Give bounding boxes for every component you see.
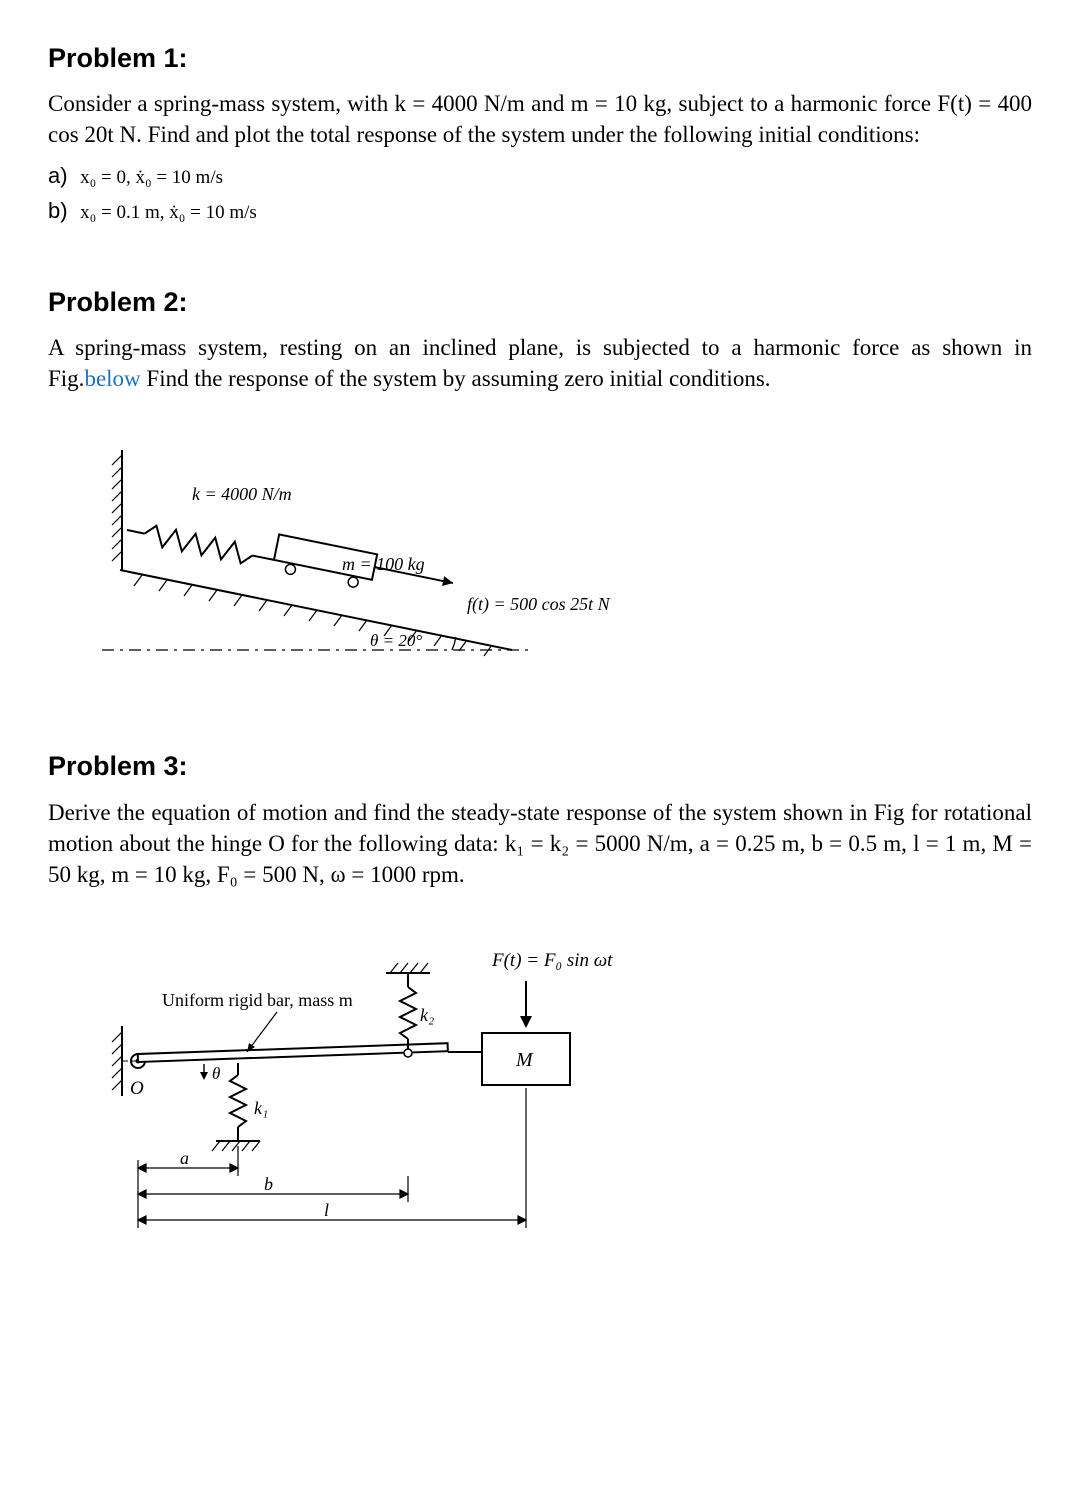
p3-force-label: F(t) = F₀ sin ωt [491, 950, 613, 971]
problem2-text: A spring-mass system, resting on an incl… [48, 332, 1032, 394]
p3-k1-label: k₁ [254, 1098, 268, 1118]
problem2-below: below [84, 366, 140, 391]
problem1-part-b: b) x₀ = 0.1 m, ẋ₀ = 10 m/s [48, 196, 1032, 226]
p3-M-label: M [515, 1049, 534, 1071]
p2-k-label: k = 4000 N/m [192, 484, 292, 504]
p3-bar-label: Uniform rigid bar, mass m [162, 990, 353, 1010]
part-a-label: a) [48, 161, 74, 191]
part-b-math: x₀ = 0.1 m, ẋ₀ = 10 m/s [80, 202, 257, 223]
p2-force-label: f(t) = 500 cos 25t N [467, 594, 611, 615]
problem2-text-post: Find the response of the system by assum… [141, 366, 771, 391]
part-b-label: b) [48, 196, 74, 226]
problem1-part-a: a) x₀ = 0, ẋ₀ = 10 m/s [48, 161, 1032, 191]
problem3-text: Derive the equation of motion and find t… [48, 797, 1032, 890]
p3-l-label: l [324, 1200, 329, 1220]
problem1-text: Consider a spring-mass system, with k = … [48, 88, 1032, 150]
problem2-figure: k = 4000 N/m m = 100 kg f(t) = 500 cos 2… [72, 420, 1032, 720]
p3-O-label: O [130, 1078, 144, 1099]
p2-theta-label: θ = 20° [370, 631, 422, 650]
p3-theta-label: θ [212, 1064, 220, 1083]
problem3-heading: Problem 3: [48, 748, 1032, 784]
p3-k2-label: k₂ [420, 1005, 434, 1025]
p3-b-label: b [264, 1174, 273, 1194]
problem1-heading: Problem 1: [48, 40, 1032, 76]
problem2-heading: Problem 2: [48, 284, 1032, 320]
problem3-figure: θ Uniform rigid bar, mass m [72, 916, 1032, 1236]
part-a-math: x₀ = 0, ẋ₀ = 10 m/s [80, 167, 223, 188]
p3-a-label: a [180, 1148, 189, 1168]
p2-m-label: m = 100 kg [342, 554, 425, 574]
